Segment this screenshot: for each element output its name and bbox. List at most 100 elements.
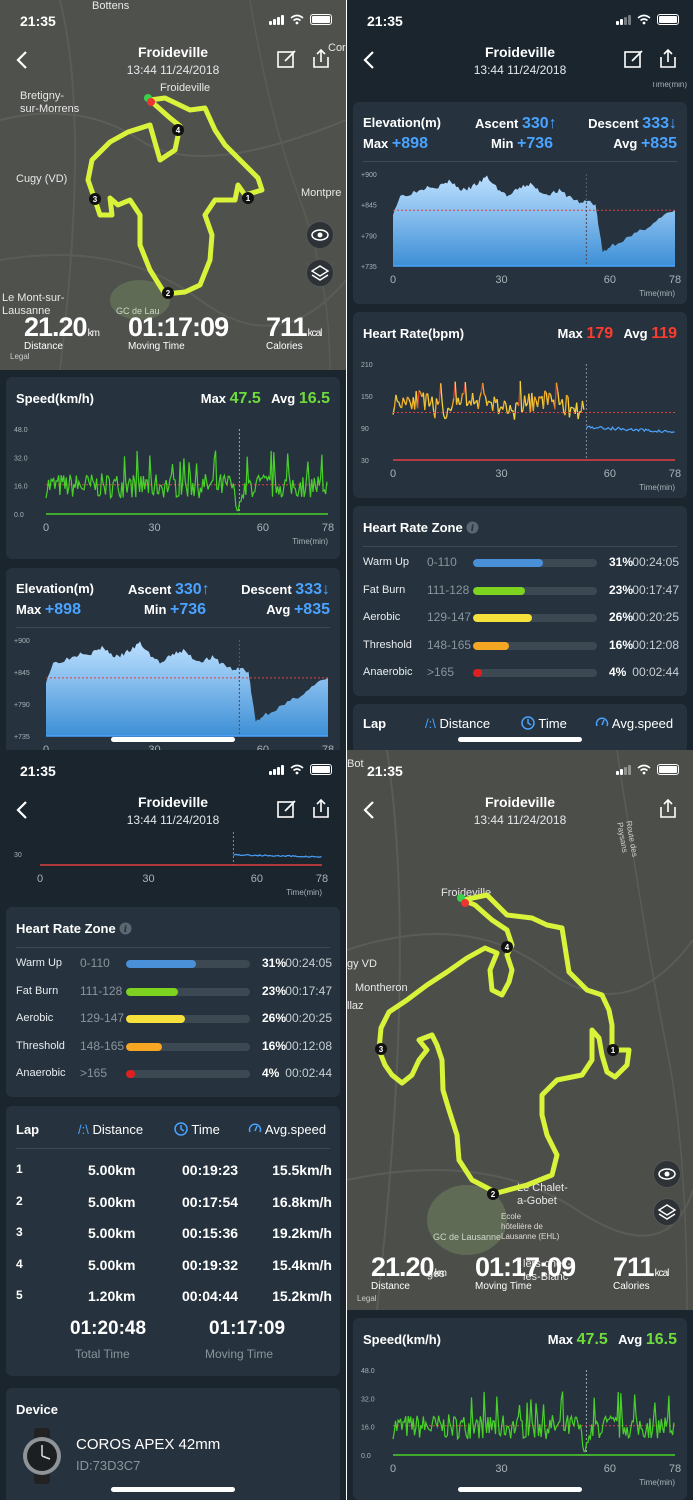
edit-button[interactable]: [623, 48, 645, 70]
share-button[interactable]: [310, 48, 332, 70]
hr-segment: [473, 401, 476, 405]
share-button[interactable]: [310, 798, 332, 820]
zone-bar: [473, 614, 597, 622]
total-time-value: 01:20:48: [70, 1318, 147, 1339]
map-label-llaz: llaz: [347, 1000, 364, 1012]
zone-percent: 26%: [262, 1011, 287, 1025]
zone-range: 111-128: [80, 983, 123, 998]
zone-time: 00:20:25: [285, 1011, 332, 1025]
hr-segment: [424, 393, 427, 411]
hr-segment: [434, 398, 438, 419]
zone-row-2: Aerobic 129-147 26% 00:20:25: [16, 1008, 332, 1030]
hr-segment: [581, 400, 585, 410]
lap-tab-distance[interactable]: /:\ Distance: [425, 716, 491, 731]
lap-time: 00:04:44: [182, 1288, 239, 1304]
zone-range: 148-165: [80, 1038, 125, 1053]
x-tick-label: 78: [322, 744, 334, 750]
home-indicator[interactable]: [111, 1487, 235, 1492]
share-button[interactable]: [657, 798, 679, 820]
map-label-montpre: Montpre: [301, 187, 342, 199]
hr-segment: [406, 396, 410, 400]
elevation-chart[interactable]: +900 +845 +790 +735 0 30 60 78: [6, 568, 340, 750]
map-legal-link[interactable]: Legal: [357, 1294, 377, 1303]
page-subtitle: 13:44 11/24/2018: [473, 63, 567, 77]
back-button[interactable]: [359, 48, 379, 72]
y-tick-label: 0.0: [14, 512, 24, 519]
map-layers-button[interactable]: [653, 1198, 681, 1226]
speed-chart[interactable]: 48.0 32.0 16.0 0.0 0 30 60 78 Time(min): [353, 1318, 687, 1500]
elevation-chart[interactable]: +900 +845 +790 +735 0 30 60 78 Time(min): [353, 102, 687, 304]
map-view-toggle-button[interactable]: [653, 1160, 681, 1188]
hr-segment: [450, 406, 453, 412]
route-map-large[interactable]: Bot Froideville gy VD Montheron llaz Le …: [347, 750, 693, 1310]
map-legal-link[interactable]: Legal: [10, 352, 30, 361]
heart-rate-card: Heart Rate(bpm) Max 179 Avg 119 210 150 90…: [353, 312, 687, 498]
zone-percent: 4%: [262, 1066, 280, 1080]
svg-text:2: 2: [491, 1190, 496, 1199]
share-button[interactable]: [657, 48, 679, 70]
heart-rate-chart[interactable]: 210 150 90 30 0 30 60 78 Time(min): [353, 312, 687, 498]
zone-time: 00:12:08: [285, 1038, 332, 1053]
hr-segment: [457, 397, 461, 405]
zone-range: 0-110: [427, 555, 457, 569]
home-indicator[interactable]: [458, 737, 582, 742]
lap-tab-speed[interactable]: Avg.speed: [595, 716, 673, 731]
lap-tab-speed[interactable]: Avg.speed: [248, 1122, 326, 1137]
home-indicator[interactable]: [458, 1487, 582, 1492]
y-tick-label: +735: [361, 264, 377, 271]
chevron-left-icon: [16, 51, 27, 69]
back-button[interactable]: [12, 48, 32, 72]
calories-stat: 711kcal Calories: [613, 1252, 669, 1292]
edit-button[interactable]: [276, 798, 298, 820]
elevation-card: Elevation(m) Ascent 330↑ Descent 333↓ Ma…: [6, 568, 340, 750]
back-button[interactable]: [12, 798, 32, 822]
x-tick-label: 30: [148, 744, 160, 750]
map-view-toggle-button[interactable]: [306, 221, 334, 249]
zone-name: Fat Burn: [363, 583, 406, 596]
speed-max-avg: Max 47.5 Avg 16.5: [200, 390, 330, 407]
lap-card-peek: Lap /:\ Distance Time Avg.speed: [353, 704, 687, 750]
share-icon: [660, 798, 676, 818]
back-button[interactable]: [359, 798, 379, 822]
lap-speed: 19.2km/h: [272, 1225, 332, 1241]
route-track: 1 2 3 4: [85, 94, 265, 299]
map-layers-button[interactable]: [306, 259, 334, 287]
info-icon[interactable]: i: [119, 922, 132, 935]
elevation-card: Elevation(m) Ascent 330↑ Descent 333↓ Ma…: [353, 102, 687, 304]
elevation-area: [46, 641, 328, 736]
zone-bar: [473, 586, 597, 595]
lap-tab-time[interactable]: Time: [174, 1122, 220, 1137]
hr-segment: [437, 401, 440, 405]
zone-name: Warm Up: [16, 957, 63, 969]
wifi-icon: [637, 764, 651, 775]
km-marker-3: 3: [89, 193, 101, 205]
lap-distance: 5.00km: [88, 1162, 136, 1178]
moving-time-stat: 01:17:09 Moving Time: [475, 1252, 576, 1292]
route-map[interactable]: Bottens Froideville Bretigny- sur-Morren…: [0, 0, 346, 370]
device-card: Device COROS APEX 42mm ID:73D3C7: [6, 1388, 340, 1500]
route-track: 1 2 3 4: [375, 892, 632, 1200]
zone-bar-fill: [473, 586, 525, 595]
km-marker-3: 3: [375, 1043, 387, 1055]
signal-icon: [616, 764, 631, 775]
calories-stat: 711kcal Calories: [266, 312, 322, 352]
hr-segment: [496, 399, 500, 415]
home-indicator[interactable]: [111, 737, 235, 742]
lap-time: 00:19:23: [182, 1162, 239, 1178]
lap-title: Lap: [16, 1122, 40, 1137]
zone-time: 00:02:44: [632, 665, 679, 679]
hr-segment: [557, 391, 560, 405]
zone-row-3: Threshold 148-165 16% 00:12:08: [16, 1036, 332, 1058]
edit-button[interactable]: [276, 48, 298, 70]
hr-segment: [497, 408, 501, 415]
x-tick-label: 30: [495, 274, 507, 286]
speed-chart[interactable]: 48.0 32.0 16.0 0.0 0 30 60 78 Time(min): [6, 377, 340, 559]
info-icon[interactable]: i: [466, 521, 479, 534]
lap-tab-time[interactable]: Time: [521, 716, 567, 731]
y-tick-label: 16.0: [14, 484, 28, 491]
lap-tab-distance[interactable]: /:\ Distance: [78, 1122, 144, 1137]
zone-range: 129-147: [80, 1011, 125, 1025]
zone-row-3: Threshold 148-165 16% 00:12:08: [363, 635, 679, 657]
x-tick-label: 78: [316, 873, 328, 885]
svg-text:i: i: [471, 524, 475, 534]
